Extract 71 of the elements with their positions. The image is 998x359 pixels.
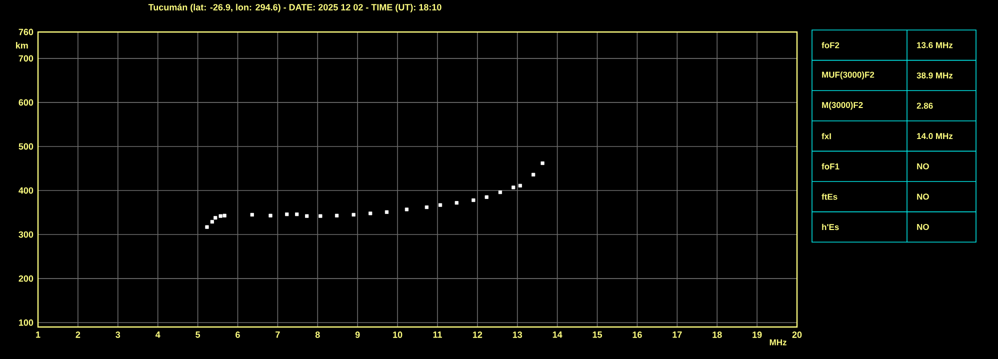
x-tick-label: 17 [672, 332, 682, 338]
x-tick-label: 10 [393, 332, 402, 338]
point [222, 214, 226, 218]
chart-title: Tucumán (lat: -26.9, lon: 294.6) - DATE: 2025 12 02 - TIME (UT): 18:10 [148, 4, 442, 12]
point [250, 212, 254, 217]
x-tick-label: 16 [632, 332, 642, 338]
point [438, 203, 442, 207]
x-tick-label: 8 [315, 332, 320, 338]
point [305, 214, 309, 218]
point [205, 225, 209, 229]
x-tick-label: 4 [155, 332, 160, 338]
x-tick-label: 12 [472, 332, 482, 338]
text: M(3000)F2 [822, 102, 863, 110]
text: ftEs [822, 194, 838, 200]
point [532, 172, 536, 176]
x-tick-label: 7 [276, 332, 280, 338]
point [540, 161, 544, 166]
point [384, 210, 389, 214]
text: NO [917, 163, 929, 170]
point [295, 212, 299, 216]
point [318, 214, 322, 218]
point [484, 195, 488, 199]
text: 13.6 MHz [917, 42, 953, 48]
y-tick-label: 600 [18, 99, 34, 106]
point [352, 212, 356, 217]
point [335, 214, 339, 218]
text: 38.9 MHz [916, 72, 953, 78]
point [472, 198, 476, 202]
x-tick-label: 20 [792, 332, 802, 338]
point [498, 190, 502, 194]
y-tick-label: 300 [18, 231, 34, 238]
x-tick-label: 19 [752, 332, 762, 338]
point [210, 220, 214, 224]
point [285, 212, 289, 216]
point [454, 201, 458, 205]
x-tick-label: 6 [236, 332, 240, 338]
point [424, 205, 428, 210]
text: MUF(3000)F2 [822, 71, 874, 80]
x-tick-label: 5 [196, 332, 200, 338]
x-tick-label: 9 [355, 332, 360, 338]
point [368, 212, 372, 216]
y-tick-label: 400 [18, 187, 34, 194]
text: NO [917, 224, 929, 230]
y-axis-title: km [16, 42, 28, 49]
text: foF1 [822, 163, 840, 170]
x-tick-label: 14 [552, 332, 562, 338]
text: NO [917, 194, 929, 200]
x-tick-label: 2 [76, 332, 80, 338]
point [404, 208, 409, 212]
y-tick-label: 200 [18, 275, 34, 282]
text: h'Es [822, 224, 839, 230]
point [214, 216, 218, 220]
text: foF2 [822, 42, 840, 48]
x-tick-label: 1 [36, 332, 40, 338]
point [512, 186, 516, 190]
y-tick-label: 100 [19, 319, 34, 326]
text: 14.0 MHz [917, 133, 953, 140]
x-axis-title: MHz [770, 339, 786, 346]
point [518, 184, 522, 188]
point [218, 214, 222, 218]
x-tick-label: 3 [116, 332, 120, 338]
text: fxI [822, 132, 831, 140]
y-tick-label: 760 [18, 28, 34, 36]
x-tick-label: 18 [712, 332, 722, 338]
point [268, 214, 272, 218]
y-tick-label: 700 [18, 55, 34, 62]
x-tick-label: 15 [592, 332, 602, 338]
y-tick-label: 500 [18, 143, 34, 150]
x-tick-label: 13 [512, 332, 522, 338]
x-tick-label: 11 [433, 332, 442, 338]
text: 2.86 [916, 102, 933, 109]
